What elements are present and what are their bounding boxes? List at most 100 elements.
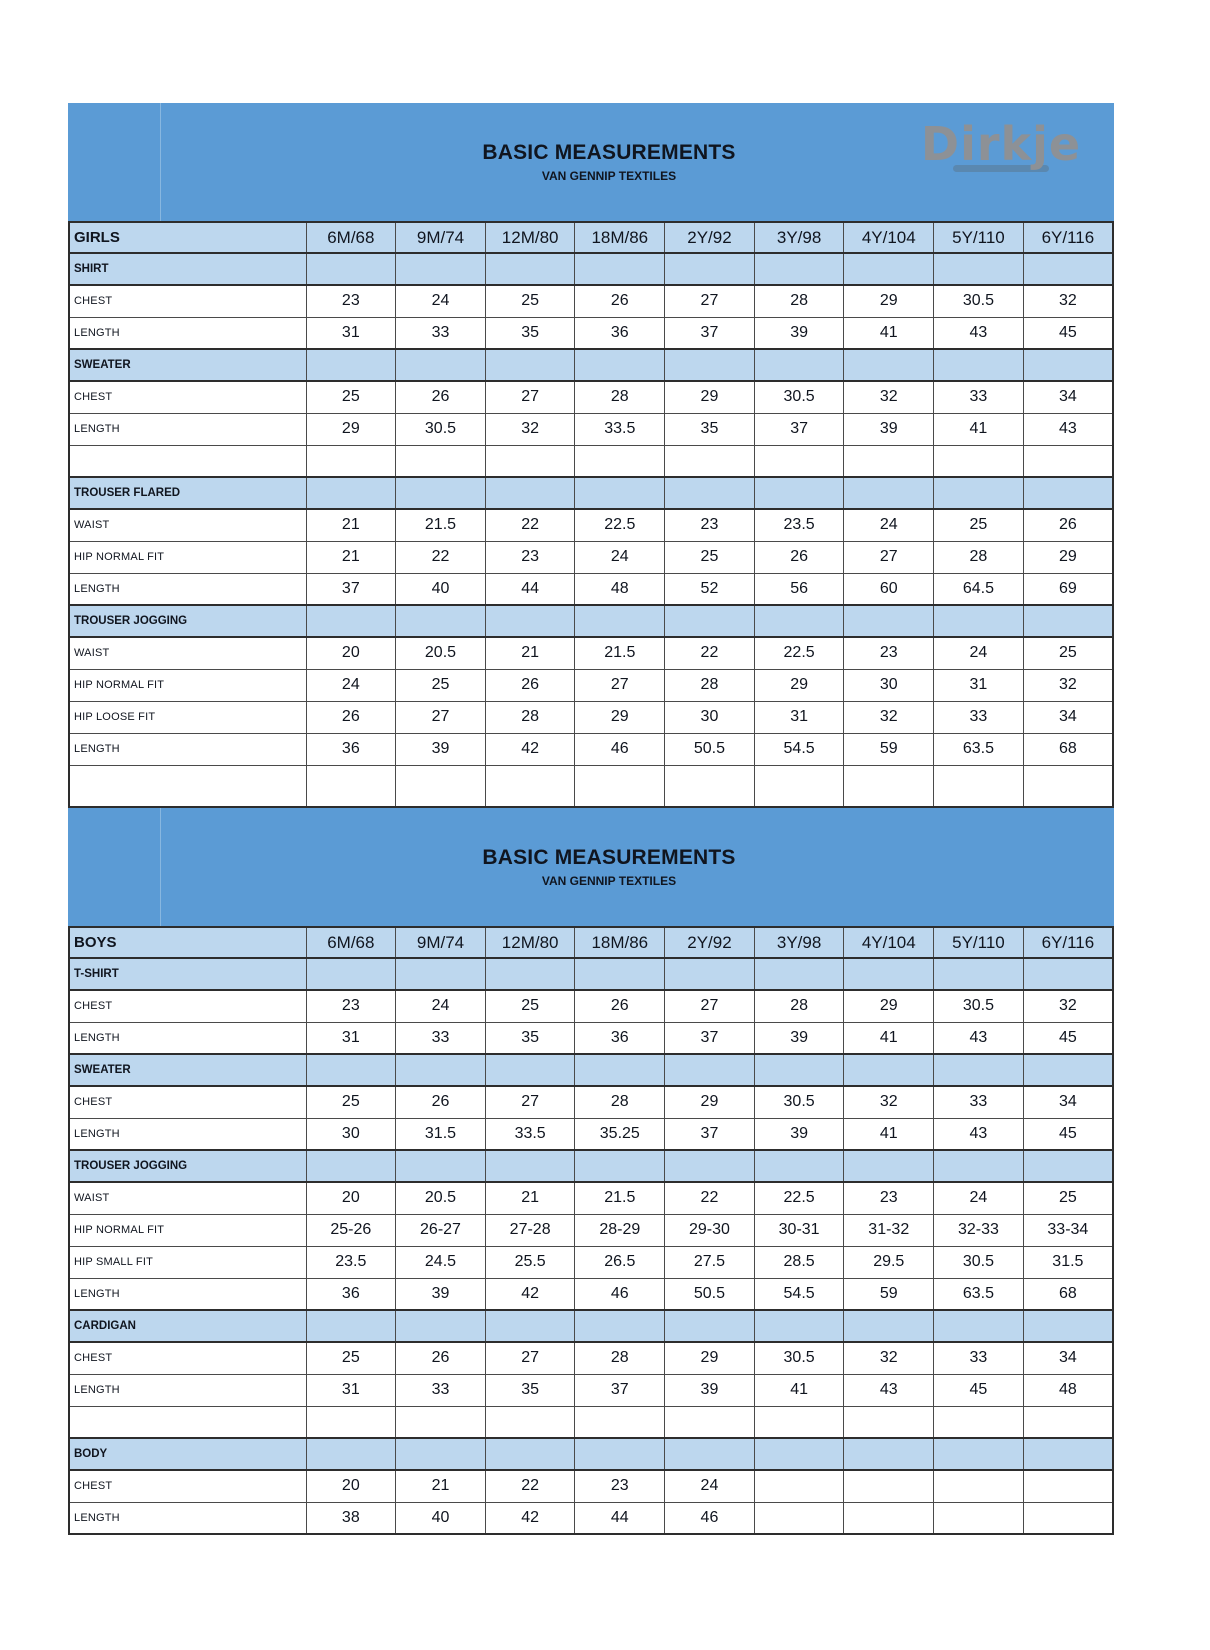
table-row: HIP NORMAL FIT 25-26 26-27 27-28 28-29 29-30 3… xyxy=(68,1213,1114,1247)
measurement-cell: 41 xyxy=(843,1117,935,1151)
measurement-cell: 26 xyxy=(574,989,666,1023)
empty-row xyxy=(68,764,1114,808)
empty-cell xyxy=(1022,444,1114,478)
measurement-cell: 36 xyxy=(305,732,397,766)
measurement-cell: 29 xyxy=(843,284,935,318)
measurement-cell: 35 xyxy=(484,1373,576,1407)
measurement-cell: 35 xyxy=(664,412,755,446)
measurement-cell: 30-31 xyxy=(753,1213,845,1247)
section-empty-cell xyxy=(664,476,755,510)
empty-cell xyxy=(574,444,666,478)
section-row: SHIRT xyxy=(68,252,1114,286)
size-column-header: 5Y/110 xyxy=(933,221,1024,254)
measurement-cell xyxy=(933,1501,1024,1535)
measurement-cell: 23 xyxy=(843,1181,935,1215)
measurement-cell: 32 xyxy=(843,700,935,734)
table-row: CHEST 25 26 27 28 29 30.5 32 33 34 xyxy=(68,380,1114,414)
section-empty-cell xyxy=(395,1437,486,1471)
section-label: TROUSER FLARED xyxy=(68,476,307,510)
section-empty-cell xyxy=(574,476,666,510)
measurement-cell: 21.5 xyxy=(395,508,486,542)
section-empty-cell xyxy=(395,252,486,286)
measurement-cell: 30.5 xyxy=(753,380,845,414)
section-row: CARDIGAN xyxy=(68,1309,1114,1343)
measurement-cell: 22 xyxy=(664,636,755,670)
measurement-cell: 26 xyxy=(484,668,576,702)
section-empty-cell xyxy=(574,348,666,382)
measurement-cell: 23 xyxy=(484,540,576,574)
measurement-cell: 28 xyxy=(574,380,666,414)
empty-cell xyxy=(395,764,486,808)
empty-cell xyxy=(68,1405,307,1439)
empty-row xyxy=(68,444,1114,478)
row-label: CHEST xyxy=(68,1341,307,1375)
row-label: LENGTH xyxy=(68,1277,307,1311)
measurement-cell: 29 xyxy=(574,700,666,734)
section-empty-cell xyxy=(933,348,1024,382)
measurement-cell: 25 xyxy=(484,989,576,1023)
section-empty-cell xyxy=(753,1053,845,1087)
measurement-cell: 22 xyxy=(484,1469,576,1503)
measurement-cell: 36 xyxy=(574,1021,666,1055)
size-column-header: 12M/80 xyxy=(484,926,576,959)
measurement-cell: 29.5 xyxy=(843,1245,935,1279)
measurement-cell: 22.5 xyxy=(574,508,666,542)
measurement-cell: 31 xyxy=(305,1373,397,1407)
empty-cell xyxy=(68,444,307,478)
section-empty-cell xyxy=(1022,957,1114,991)
measurement-cell: 37 xyxy=(664,1021,755,1055)
measurement-cell: 31.5 xyxy=(395,1117,486,1151)
measurement-cell: 31.5 xyxy=(1022,1245,1114,1279)
measurement-cell: 39 xyxy=(395,1277,486,1311)
empty-cell xyxy=(68,764,307,808)
row-label: HIP NORMAL FIT xyxy=(68,540,307,574)
empty-cell xyxy=(843,1405,935,1439)
table-row: LENGTH 31 33 35 36 37 39 41 43 45 xyxy=(68,1021,1114,1055)
section-empty-cell xyxy=(484,252,576,286)
section-empty-cell xyxy=(843,1437,935,1471)
measurement-cell: 48 xyxy=(574,572,666,606)
measurement-cell: 34 xyxy=(1022,1341,1114,1375)
section-empty-cell xyxy=(843,957,935,991)
measurement-cell: 23 xyxy=(305,284,397,318)
section-empty-cell xyxy=(305,1149,397,1183)
section-empty-cell xyxy=(1022,1309,1114,1343)
measurement-cell: 24 xyxy=(933,636,1024,670)
row-label: WAIST xyxy=(68,636,307,670)
section-empty-cell xyxy=(305,957,397,991)
measurement-cell: 33 xyxy=(933,1085,1024,1119)
section-empty-cell xyxy=(1022,476,1114,510)
table-row: WAIST 20 20.5 21 21.5 22 22.5 23 24 25 xyxy=(68,1181,1114,1215)
section-empty-cell xyxy=(933,252,1024,286)
section-empty-cell xyxy=(753,1309,845,1343)
measurement-cell: 25 xyxy=(395,668,486,702)
section-empty-cell xyxy=(484,1309,576,1343)
measurement-cell: 43 xyxy=(1022,412,1114,446)
measurement-cell: 30.5 xyxy=(753,1341,845,1375)
measurement-cell: 24 xyxy=(395,284,486,318)
size-column-header: 6Y/116 xyxy=(1022,926,1114,959)
table-banner: BASIC MEASUREMENTS VAN GENNIP TEXTILES Dir… xyxy=(68,103,1114,221)
measurement-cell: 45 xyxy=(1022,1117,1114,1151)
row-label: LENGTH xyxy=(68,732,307,766)
row-label: HIP NORMAL FIT xyxy=(68,668,307,702)
measurement-cell: 46 xyxy=(574,1277,666,1311)
measurement-cell: 20 xyxy=(305,1181,397,1215)
measurement-cell: 30.5 xyxy=(933,989,1024,1023)
section-empty-cell xyxy=(305,1053,397,1087)
measurement-cell: 27.5 xyxy=(664,1245,755,1279)
measurement-cell: 37 xyxy=(753,412,845,446)
section-empty-cell xyxy=(1022,348,1114,382)
table-row: CHEST 25 26 27 28 29 30.5 32 33 34 xyxy=(68,1341,1114,1375)
row-label: LENGTH xyxy=(68,572,307,606)
section-empty-cell xyxy=(933,1149,1024,1183)
measurement-cell: 20 xyxy=(305,636,397,670)
measurement-cell: 39 xyxy=(395,732,486,766)
measurement-cell xyxy=(753,1469,845,1503)
measurement-cell: 26 xyxy=(395,380,486,414)
section-empty-cell xyxy=(664,252,755,286)
measurement-cell: 50.5 xyxy=(664,1277,755,1311)
measurement-cell: 43 xyxy=(933,316,1024,350)
section-empty-cell xyxy=(933,1309,1024,1343)
measurement-cell: 56 xyxy=(753,572,845,606)
